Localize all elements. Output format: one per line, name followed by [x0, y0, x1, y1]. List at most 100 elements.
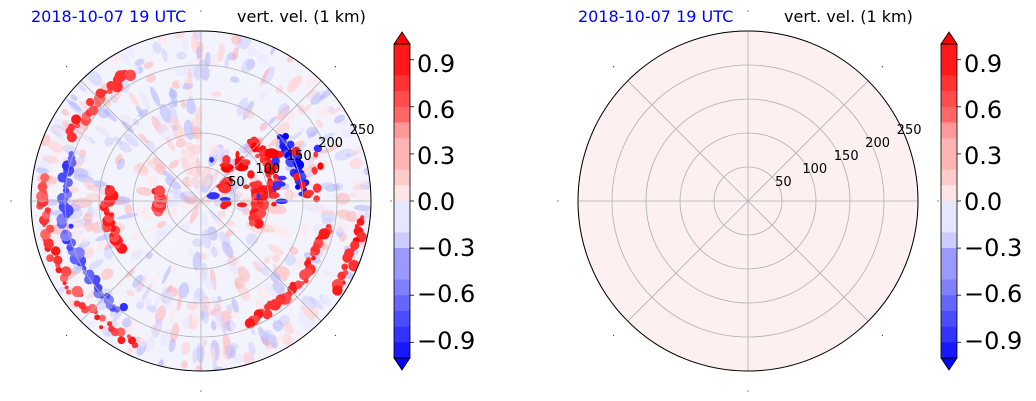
- field-cell: [295, 257, 306, 268]
- colorbar-extend-bottom: [940, 357, 958, 371]
- rainband-cell: [102, 90, 108, 95]
- colorbar-segment: [941, 75, 957, 92]
- convective-cell: [291, 146, 301, 156]
- field-cell: [282, 321, 295, 335]
- rainband-cell: [124, 69, 136, 82]
- colorbar-segment: [394, 75, 410, 92]
- field-cell: [353, 179, 370, 185]
- rainband-cell: [71, 285, 83, 298]
- field-cell: [61, 108, 70, 116]
- convective-cell: [312, 183, 322, 193]
- convective-cell: [260, 194, 269, 201]
- rainband-cell: [78, 302, 86, 310]
- rainband-cell: [126, 334, 131, 339]
- angular-tick: [390, 200, 392, 202]
- field-cell: [134, 58, 145, 67]
- right-panel: 2018-10-07 19 UTC vert. vel. (1 km) 50 10…: [518, 0, 1036, 401]
- rainband-cell: [266, 174, 271, 179]
- rainband-cell: [46, 224, 55, 233]
- field-cell: [353, 204, 371, 211]
- convective-cell: [222, 155, 231, 165]
- rainband-cell: [90, 274, 101, 285]
- rainband-cell: [303, 278, 309, 284]
- field-cell: [302, 157, 314, 168]
- field-cell: [321, 209, 336, 216]
- colorbar-segment: [394, 106, 410, 123]
- field-cell: [164, 177, 182, 190]
- convective-cell: [264, 166, 277, 175]
- angular-tick: [747, 390, 749, 392]
- convective-cell: [312, 166, 318, 175]
- field-cell: [146, 304, 157, 313]
- field-cell: [141, 209, 151, 221]
- field-cell: [200, 165, 212, 187]
- rainband-cell: [109, 212, 114, 217]
- field-cell: [202, 304, 209, 324]
- left-title-field: vert. vel. (1 km): [237, 7, 366, 26]
- angular-tick: [200, 390, 202, 392]
- rainband-cell: [81, 265, 87, 271]
- polar-grid: [30, 30, 372, 372]
- field-cell: [143, 141, 159, 157]
- right-title-time: 2018-10-07 19 UTC: [578, 7, 734, 26]
- colorbar: [393, 31, 414, 371]
- field-cell: [188, 361, 198, 368]
- field-cell: [349, 146, 366, 156]
- field-cell: [102, 108, 117, 122]
- field-cell: [305, 73, 320, 89]
- field-cell: [276, 334, 288, 344]
- field-cell: [165, 136, 176, 152]
- field-cell: [124, 204, 133, 215]
- radial-tick-label: 200: [865, 136, 890, 151]
- field-cell: [183, 190, 194, 198]
- angular-tick: [613, 334, 615, 336]
- colorbar-segment: [941, 248, 957, 265]
- rainband-cell: [62, 187, 70, 194]
- convective-cell: [236, 202, 248, 208]
- convective-cell: [242, 184, 250, 190]
- rainband-cell: [119, 302, 128, 312]
- field-cell: [309, 296, 324, 310]
- radial-tick-label: 200: [318, 136, 343, 151]
- field-cell: [181, 341, 191, 355]
- field-cell: [177, 76, 185, 89]
- right-cbar-tick-3: 0.0: [964, 188, 1003, 216]
- left-cbar-tick-0: 0.9: [417, 50, 456, 78]
- field-cell: [133, 163, 149, 176]
- field-cell: [284, 254, 297, 267]
- rainband-cell: [66, 289, 71, 295]
- field-cell: [70, 94, 78, 101]
- colorbar-segment: [941, 91, 957, 108]
- field-cell: [211, 54, 219, 69]
- field-cell: [129, 249, 144, 262]
- convective-cell: [264, 148, 279, 159]
- colorbar-segment: [941, 326, 957, 343]
- field-cell: [100, 315, 113, 330]
- colorbar-segment: [394, 138, 410, 155]
- convective-cell: [261, 185, 274, 195]
- colorbar-segment: [941, 263, 957, 280]
- field-cell: [161, 48, 168, 62]
- field-cell: [95, 233, 113, 242]
- colorbar-segment: [394, 59, 410, 76]
- field-cell: [217, 43, 225, 62]
- field-cell: [151, 274, 160, 282]
- rainband-cell: [87, 304, 98, 314]
- field-cell: [183, 119, 195, 141]
- rainband-cell: [262, 309, 273, 320]
- rainband-cell: [58, 201, 70, 212]
- colorbar-segment: [941, 169, 957, 186]
- field-cell: [42, 155, 60, 164]
- right-cbar-tick-2: 0.3: [964, 142, 1003, 170]
- field-cell: [323, 165, 335, 176]
- field-cell: [297, 127, 306, 134]
- field-cell: [82, 179, 92, 187]
- convective-cell: [209, 156, 215, 163]
- field-cell: [152, 157, 166, 170]
- radial-tick-label: 50: [775, 175, 792, 190]
- field-cell: [334, 148, 354, 161]
- field-cell: [205, 278, 216, 290]
- rainband-cell: [244, 318, 256, 329]
- field-cell: [138, 109, 149, 118]
- field-cell: [128, 91, 140, 108]
